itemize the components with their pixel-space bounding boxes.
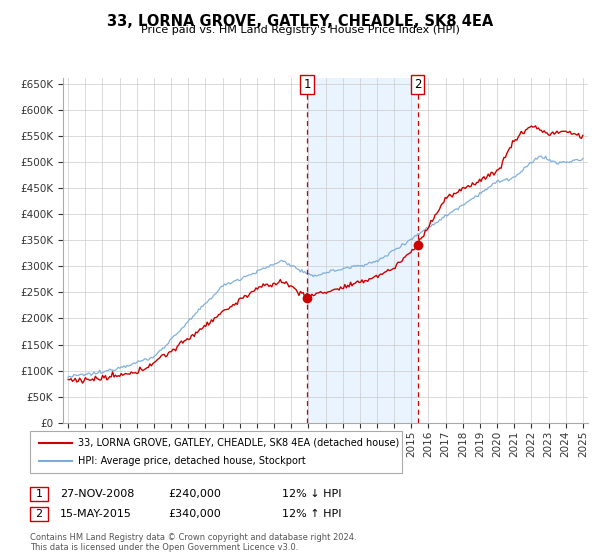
Text: Price paid vs. HM Land Registry's House Price Index (HPI): Price paid vs. HM Land Registry's House …	[140, 25, 460, 35]
Bar	[307, 78, 418, 423]
Text: 12% ↓ HPI: 12% ↓ HPI	[282, 489, 341, 499]
Text: 1: 1	[35, 489, 43, 499]
Text: £340,000: £340,000	[168, 509, 221, 519]
Text: 12% ↑ HPI: 12% ↑ HPI	[282, 509, 341, 519]
Text: 33, LORNA GROVE, GATLEY, CHEADLE, SK8 4EA: 33, LORNA GROVE, GATLEY, CHEADLE, SK8 4E…	[107, 14, 493, 29]
Text: Contains HM Land Registry data © Crown copyright and database right 2024.: Contains HM Land Registry data © Crown c…	[30, 533, 356, 542]
Text: 27-NOV-2008: 27-NOV-2008	[60, 489, 134, 499]
Text: £240,000: £240,000	[168, 489, 221, 499]
Text: 2: 2	[414, 78, 421, 91]
Text: 15-MAY-2015: 15-MAY-2015	[60, 509, 132, 519]
Text: 33, LORNA GROVE, GATLEY, CHEADLE, SK8 4EA (detached house): 33, LORNA GROVE, GATLEY, CHEADLE, SK8 4E…	[78, 438, 399, 448]
Text: This data is licensed under the Open Government Licence v3.0.: This data is licensed under the Open Gov…	[30, 543, 298, 552]
Text: HPI: Average price, detached house, Stockport: HPI: Average price, detached house, Stoc…	[78, 456, 306, 466]
Text: 1: 1	[303, 78, 311, 91]
Text: 2: 2	[35, 509, 43, 519]
